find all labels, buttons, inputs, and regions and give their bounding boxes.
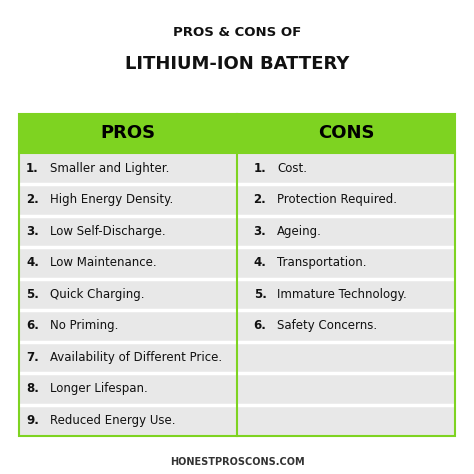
Text: CONS: CONS [318, 124, 374, 142]
Text: 7.: 7. [26, 351, 39, 364]
Text: 5.: 5. [254, 288, 266, 301]
Text: Low Maintenance.: Low Maintenance. [50, 256, 156, 269]
Text: 9.: 9. [26, 414, 39, 427]
Text: No Priming.: No Priming. [50, 319, 118, 332]
Text: PROS & CONS OF: PROS & CONS OF [173, 26, 301, 39]
Text: 3.: 3. [26, 225, 39, 238]
Text: 3.: 3. [254, 225, 266, 238]
Text: LITHIUM-ION BATTERY: LITHIUM-ION BATTERY [125, 55, 349, 73]
Text: Low Self-Discharge.: Low Self-Discharge. [50, 225, 165, 238]
Text: 2.: 2. [26, 193, 39, 206]
Text: Quick Charging.: Quick Charging. [50, 288, 144, 301]
Text: 2.: 2. [254, 193, 266, 206]
Text: Reduced Energy Use.: Reduced Energy Use. [50, 414, 175, 427]
Text: Longer Lifespan.: Longer Lifespan. [50, 383, 147, 395]
Bar [19, 153, 455, 436]
Text: Protection Required.: Protection Required. [277, 193, 397, 206]
Text: Ageing.: Ageing. [277, 225, 322, 238]
Text: PROS: PROS [100, 124, 155, 142]
Text: Safety Concerns.: Safety Concerns. [277, 319, 377, 332]
Text: 6.: 6. [254, 319, 266, 332]
Text: 5.: 5. [26, 288, 39, 301]
Text: 8.: 8. [26, 383, 39, 395]
Text: High Energy Density.: High Energy Density. [50, 193, 173, 206]
Text: Availability of Different Price.: Availability of Different Price. [50, 351, 222, 364]
Text: 4.: 4. [26, 256, 39, 269]
Text: 1.: 1. [254, 162, 266, 175]
Text: Transportation.: Transportation. [277, 256, 367, 269]
Text: Immature Technology.: Immature Technology. [277, 288, 407, 301]
Text: Cost.: Cost. [277, 162, 307, 175]
Bar [19, 114, 455, 153]
Text: 6.: 6. [26, 319, 39, 332]
Text: HONESTPROSCONS.COM: HONESTPROSCONS.COM [170, 457, 304, 467]
Bar [19, 114, 455, 436]
Text: 4.: 4. [254, 256, 266, 269]
Text: 1.: 1. [26, 162, 39, 175]
Text: Smaller and Lighter.: Smaller and Lighter. [50, 162, 169, 175]
